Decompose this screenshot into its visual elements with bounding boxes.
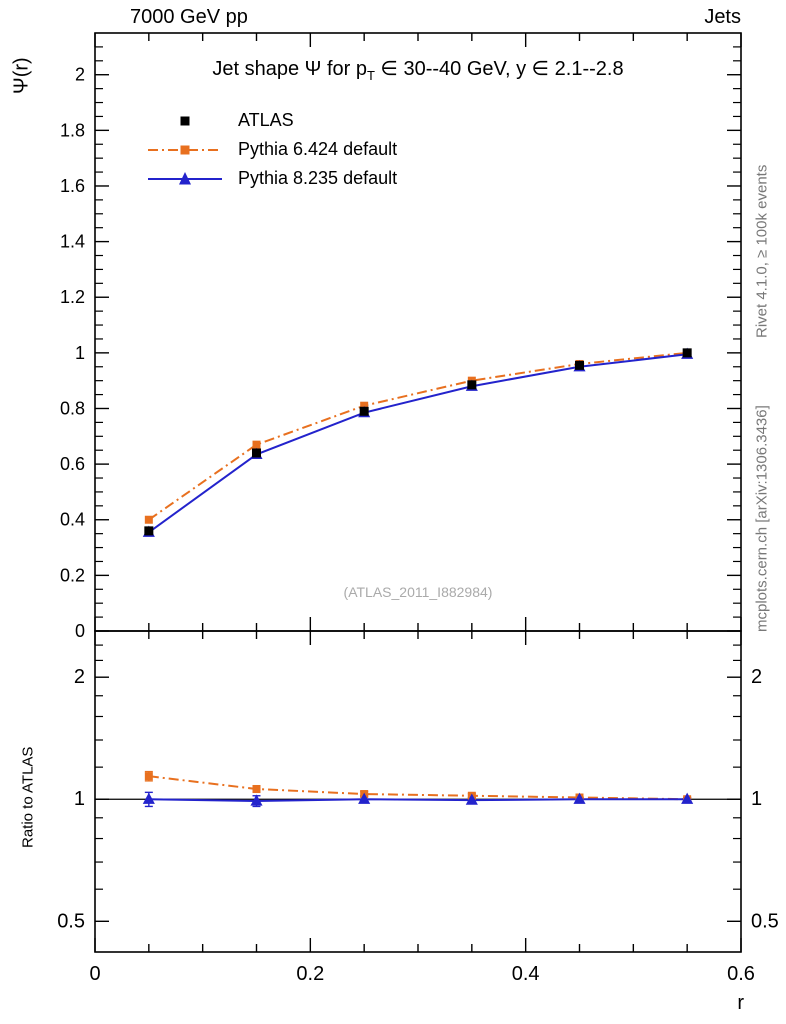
svg-text:1: 1 — [75, 343, 85, 363]
pythia6-line-icon — [148, 145, 222, 154]
plot-title: Jet shape Ψ for pT ∈ 30--40 GeV, y ∈ 2.1… — [95, 56, 741, 83]
svg-text:0.2: 0.2 — [296, 963, 324, 985]
svg-text:0.5: 0.5 — [57, 910, 85, 932]
legend-item-atlas: ATLAS — [146, 106, 397, 135]
svg-text:2: 2 — [751, 666, 762, 688]
legend-item-pythia8: Pythia 8.235 default — [146, 164, 397, 193]
svg-text:1.8: 1.8 — [60, 120, 85, 140]
x-axis-label: r — [737, 992, 744, 1014]
atlas-marker-icon — [180, 116, 190, 125]
y-axis-label-main: Ψ(r) — [10, 57, 33, 94]
y-axis-label-ratio: Ratio to ATLAS — [19, 746, 37, 848]
legend: ATLAS Pythia 6.424 default Pythia 8.235 … — [146, 106, 397, 193]
svg-text:1.6: 1.6 — [60, 176, 85, 196]
legend-item-pythia6: Pythia 6.424 default — [146, 135, 397, 164]
svg-text:0.2: 0.2 — [60, 565, 85, 585]
svg-text:0: 0 — [89, 963, 100, 985]
mcplots-reference-text: mcplots.cern.ch [arXiv:1306.3436] — [753, 405, 771, 632]
legend-label: ATLAS — [238, 110, 294, 130]
svg-text:1: 1 — [751, 788, 762, 810]
plot-title-pre: Jet shape Ψ for p — [212, 58, 367, 80]
analysis-id-watermark: (ATLAS_2011_I882984) — [343, 584, 493, 600]
svg-text:2: 2 — [75, 65, 85, 85]
rivet-version-text: Rivet 4.1.0, ≥ 100k events — [753, 164, 771, 338]
svg-text:0: 0 — [75, 621, 85, 641]
svg-text:1.4: 1.4 — [60, 232, 85, 252]
svg-text:1: 1 — [74, 788, 85, 810]
legend-label: Pythia 6.424 default — [238, 139, 398, 159]
svg-text:0.6: 0.6 — [727, 963, 755, 985]
plot-title-post: ∈ 30--40 GeV, y ∈ 2.1--2.8 — [374, 58, 624, 80]
legend-label: Pythia 8.235 default — [238, 168, 398, 188]
pythia8-line-icon — [148, 171, 222, 184]
analysis-label: Jets — [704, 6, 741, 28]
svg-text:0.8: 0.8 — [60, 398, 85, 418]
svg-text:0.6: 0.6 — [60, 454, 85, 474]
svg-text:0.4: 0.4 — [60, 510, 85, 530]
svg-text:0.5: 0.5 — [751, 910, 779, 932]
svg-text:2: 2 — [74, 666, 85, 688]
svg-text:1.2: 1.2 — [60, 287, 85, 307]
svg-text:0.4: 0.4 — [512, 963, 540, 985]
plot-title-sub: T — [366, 68, 375, 83]
beam-label: 7000 GeV pp — [130, 6, 248, 28]
